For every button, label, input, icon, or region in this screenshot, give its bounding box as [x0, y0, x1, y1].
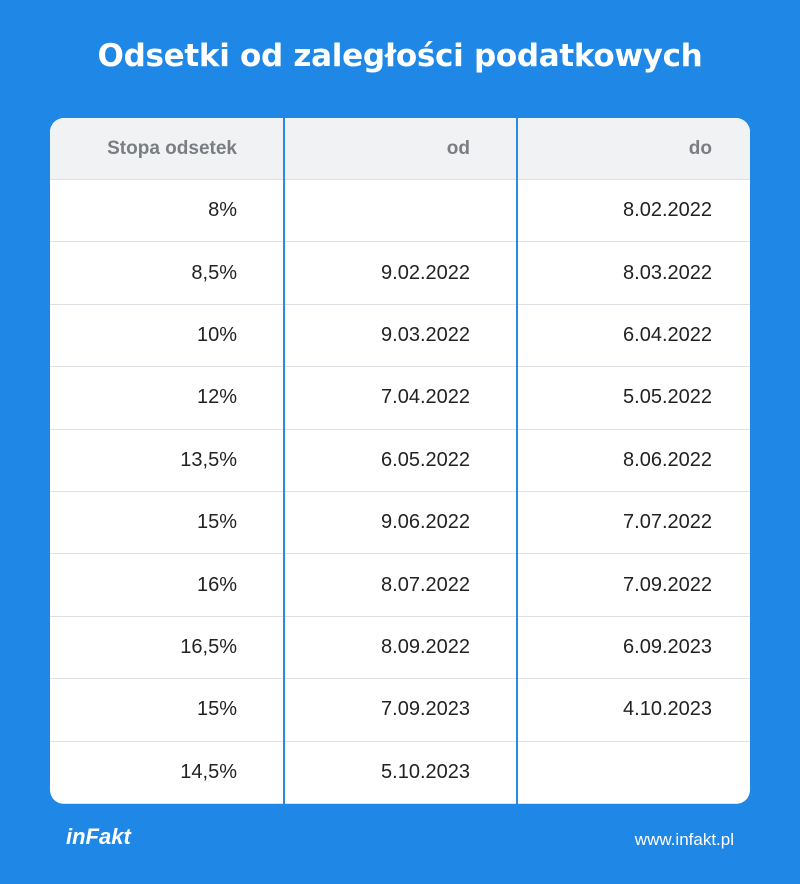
- table-cell: 8,5%: [191, 261, 237, 284]
- table-cell: [517, 742, 712, 803]
- table-cell: 16,5%: [180, 635, 237, 658]
- table-cell: 5.10.2023: [381, 760, 470, 783]
- column-divider: [516, 118, 518, 804]
- table-cell: 12%: [196, 386, 237, 409]
- column-divider: [283, 118, 285, 804]
- table-cell: 4.10.2023: [623, 698, 712, 721]
- table-cell: 9.03.2022: [381, 323, 470, 346]
- table-cell: 13,5%: [180, 448, 237, 471]
- table-cell: [283, 180, 470, 241]
- table-cell: 7.07.2022: [623, 511, 712, 534]
- table-row: 10% 9.03.2022 6.04.2022: [50, 305, 750, 368]
- website-url: www.infakt.pl: [634, 830, 734, 849]
- table-row: 12% 7.04.2022 5.05.2022: [50, 367, 750, 430]
- table-cell: 8.02.2022: [623, 199, 712, 222]
- table-cell: 6.04.2022: [623, 323, 712, 346]
- table-row: 15% 9.06.2022 7.07.2022: [50, 492, 750, 555]
- table-cell: 9.06.2022: [381, 511, 470, 534]
- table-cell: 15%: [196, 511, 237, 534]
- table-cell: 15%: [196, 698, 237, 721]
- table-cell: 14,5%: [180, 760, 237, 783]
- table-row: 16,5% 8.09.2022 6.09.2023: [50, 617, 750, 680]
- title: Odsetki od zaległości podatkowych: [97, 38, 703, 74]
- table-cell: 8.03.2022: [623, 261, 712, 284]
- header-cell: od: [446, 137, 470, 159]
- table-cell: 6.05.2022: [381, 448, 470, 471]
- table-cell: 8.07.2022: [381, 573, 470, 596]
- header-cell: do: [688, 137, 712, 159]
- table-row: 15% 7.09.2023 4.10.2023: [50, 679, 750, 742]
- header-row: Stopa odsetek od do: [50, 118, 750, 180]
- table-cell: 7.09.2023: [381, 698, 470, 721]
- logo: inFakt: [66, 824, 131, 849]
- table-cell: 8.09.2022: [381, 635, 470, 658]
- table-cell: 7.04.2022: [381, 386, 470, 409]
- table-cell: 8.06.2022: [623, 448, 712, 471]
- table-row: 14,5% 5.10.2023: [50, 742, 750, 804]
- header-cell: Stopa odsetek: [107, 137, 237, 159]
- table-row: 8,5% 9.02.2022 8.03.2022: [50, 242, 750, 305]
- table-row: 8% 8.02.2022: [50, 180, 750, 243]
- table-cell: 10%: [196, 323, 237, 346]
- table-cell: 7.09.2022: [623, 573, 712, 596]
- table-cell: 8%: [208, 199, 237, 222]
- table-row: 13,5% 6.05.2022 8.06.2022: [50, 430, 750, 492]
- table-cell: 16%: [196, 573, 237, 596]
- table-row: 16% 8.07.2022 7.09.2022: [50, 554, 750, 617]
- table-cell: 6.09.2023: [623, 635, 712, 658]
- table: Stopa odsetek od do 8% 8.02.2022 8,5% 9.02.202…: [50, 118, 750, 804]
- table-cell: 5.05.2022: [623, 386, 712, 409]
- table-cell: 9.02.2022: [381, 261, 470, 284]
